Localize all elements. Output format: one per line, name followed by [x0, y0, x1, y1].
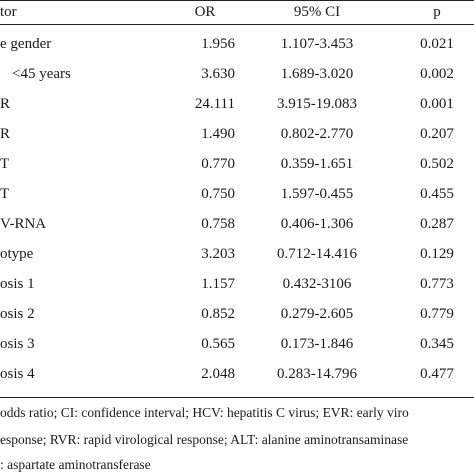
table-row: V-RNA 0.758 0.406-1.306 0.287	[0, 212, 474, 236]
footnote-line: : aspartate aminotransferase	[0, 457, 151, 472]
table-bottom-rule	[0, 397, 474, 398]
ci-cell: 0.359-1.651	[280, 156, 354, 172]
factor-cell: osis 1	[0, 276, 35, 292]
header-ci: 95% CI	[293, 4, 341, 20]
p-cell: 0.345	[420, 336, 454, 352]
table-row: osis 3 0.565 0.173-1.846 0.345	[0, 332, 474, 356]
table-row: osis 2 0.852 0.279-2.605 0.779	[0, 302, 474, 326]
ci-cell: 1.689-3.020	[280, 66, 354, 82]
ci-cell: 1.597-0.455	[280, 186, 354, 202]
p-cell: 0.207	[420, 126, 454, 142]
or-cell: 3.203	[201, 246, 235, 262]
footnote-line: odds ratio; CI: confidence interval; HCV…	[0, 405, 409, 420]
or-cell: 3.630	[201, 66, 235, 82]
table-row: osis 4 2.048 0.283-14.796 0.477	[0, 362, 474, 386]
or-cell: 1.956	[201, 36, 235, 52]
table-row: e gender 1.956 1.107-3.453 0.021	[0, 32, 474, 56]
factor-cell: osis 2	[0, 306, 35, 322]
p-cell: 0.502	[420, 156, 454, 172]
or-cell: 1.157	[201, 276, 235, 292]
table-header-row: tor OR 95% CI p	[0, 0, 474, 24]
or-cell: 2.048	[201, 366, 235, 382]
table-row: R 1.490 0.802-2.770 0.207	[0, 122, 474, 146]
ci-cell: 1.107-3.453	[280, 36, 354, 52]
or-cell: 0.770	[201, 156, 235, 172]
ci-cell: 0.406-1.306	[280, 216, 354, 232]
p-cell: 0.455	[420, 186, 454, 202]
table-row: T 0.750 1.597-0.455 0.455	[0, 182, 474, 206]
factor-cell: V-RNA	[0, 216, 47, 232]
or-cell: 1.490	[201, 126, 235, 142]
table-top-rule	[0, 0, 474, 1]
or-cell: 24.111	[194, 96, 235, 112]
header-p: p	[433, 4, 441, 20]
or-cell: 0.750	[201, 186, 235, 202]
ci-cell: 0.432-3106	[282, 276, 352, 292]
p-cell: 0.129	[420, 246, 454, 262]
table-row: osis 1 1.157 0.432-3106 0.773	[0, 272, 474, 296]
ci-cell: 0.283-14.796	[277, 366, 357, 382]
p-cell: 0.001	[420, 96, 454, 112]
ci-cell: 0.802-2.770	[280, 126, 354, 142]
ci-cell: 0.712-14.416	[277, 246, 357, 262]
ci-cell: 3.915-19.083	[277, 96, 357, 112]
p-cell: 0.779	[420, 306, 454, 322]
factor-cell: R	[0, 96, 11, 112]
header-factor: tor	[0, 4, 17, 20]
p-cell: 0.773	[420, 276, 454, 292]
p-cell: 0.477	[420, 366, 454, 382]
or-cell: 0.758	[201, 216, 235, 232]
table-header-rule	[0, 24, 474, 25]
factor-cell: T	[0, 186, 10, 202]
factor-cell: osis 3	[0, 336, 35, 352]
header-or: OR	[194, 4, 216, 20]
factor-cell: T	[0, 156, 10, 172]
ci-cell: 0.173-1.846	[280, 336, 354, 352]
p-cell: 0.002	[420, 66, 454, 82]
or-cell: 0.565	[201, 336, 235, 352]
table-row: T 0.770 0.359-1.651 0.502	[0, 152, 474, 176]
footnote-line: esponse; RVR: rapid virological response…	[0, 432, 409, 447]
factor-cell: R	[0, 126, 11, 142]
table-row: <45 years 3.630 1.689-3.020 0.002	[0, 62, 474, 86]
p-cell: 0.287	[420, 216, 454, 232]
factor-cell: osis 4	[0, 366, 35, 382]
factor-cell: e gender	[0, 36, 52, 52]
p-cell: 0.021	[420, 36, 454, 52]
ci-cell: 0.279-2.605	[280, 306, 354, 322]
factor-cell: <45 years	[12, 66, 71, 82]
table-row: R 24.111 3.915-19.083 0.001	[0, 92, 474, 116]
or-cell: 0.852	[201, 306, 235, 322]
table-row: otype 3.203 0.712-14.416 0.129	[0, 242, 474, 266]
factor-cell: otype	[0, 246, 34, 262]
